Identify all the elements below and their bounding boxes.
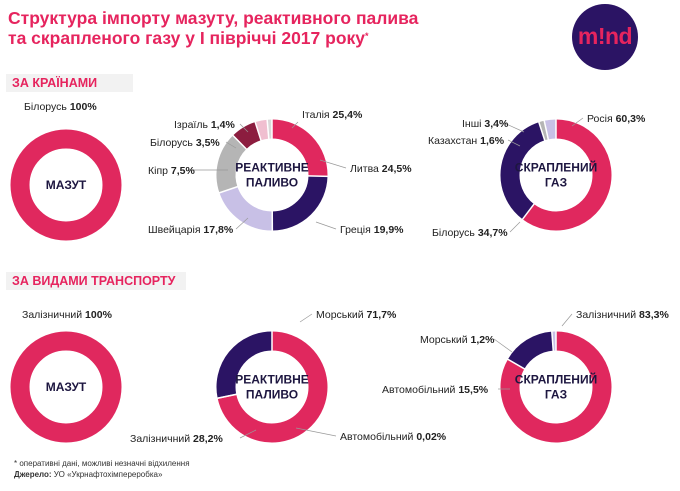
slice-label-греція: Греція 19,9% [340, 224, 404, 236]
source-line: Джерело: УО «Укрнафтохімпереробка» [14, 469, 190, 480]
donut-chart-3: МАЗУТ Залізничний 100% [10, 309, 122, 443]
leader-line [509, 221, 521, 233]
leader-line [571, 117, 584, 127]
slice-separator [543, 119, 550, 141]
mind-logo: m!nd [572, 4, 638, 70]
slice-label-литва: Литва 24,5% [350, 163, 412, 175]
slice-label-білорусь: Білорусь 3,5% [150, 137, 220, 149]
slice-label-автомобільний: Автомобільний 15,5% [382, 384, 489, 396]
donut-center-label: ПАЛИВО [246, 176, 298, 190]
donut-slice-кіпр [233, 122, 262, 150]
slice-separator [266, 118, 270, 140]
donut-slice-греція [219, 186, 273, 231]
slice-separator [307, 175, 329, 178]
slice-label-росія: Росія 60,3% [587, 113, 646, 125]
slice-label-італія: Італія 25,4% [302, 109, 363, 121]
leader-line [319, 159, 347, 169]
footnote: * оперативні дані, можливі незначні відх… [14, 459, 190, 468]
donut-slice-росія [522, 119, 612, 231]
donut-center-label: ГАЗ [545, 388, 567, 402]
slice-separator [537, 121, 546, 142]
page-title: Структура імпорту мазуту, реактивного па… [8, 8, 528, 48]
footer: * оперативні дані, можливі незначні відх… [14, 458, 190, 480]
slice-separator [216, 393, 238, 400]
donut-slice-литва [271, 175, 328, 231]
leader-line [225, 141, 237, 149]
leader-line [561, 313, 573, 327]
leader-line [503, 122, 525, 133]
slice-separator [254, 120, 262, 142]
leader-line [239, 123, 249, 133]
section-header-by-country: ЗА КРАЇНАМИ [6, 74, 133, 92]
donut-center-label: СКРАПЛЕНИЙ [515, 160, 597, 175]
slice-label-морський: Морський 71,7% [316, 309, 397, 321]
slice-label-казахстан: Казахстан 1,6% [428, 135, 505, 147]
donut-slice-залізничний [216, 331, 273, 399]
slice-label-залізничний: Залізничний 100% [22, 309, 113, 321]
donut-center-label: РЕАКТИВНЕ [235, 161, 309, 175]
leader-line [299, 313, 313, 323]
title-footnote-mark: * [365, 31, 369, 41]
donut-slice-залізничний [500, 331, 612, 443]
donut-slice-залізничний [10, 331, 122, 443]
slice-label-автомобільний: Автомобільний 0,02% [340, 431, 447, 443]
slice-label-кіпр: Кіпр 7,5% [148, 165, 196, 177]
slice-label-інші: Інші 3,4% [462, 118, 509, 130]
source-label: Джерело: [14, 470, 52, 479]
leader-line [315, 221, 337, 230]
leader-line [235, 217, 249, 230]
donut-center-label: ПАЛИВО [246, 388, 298, 402]
source-text: УО «Укрнафтохімпереробка» [51, 470, 163, 479]
donut-slice-морський [217, 331, 328, 443]
slice-label-залізничний: Залізничний 28,2% [130, 433, 223, 445]
slice-label-залізничний: Залізничний 83,3% [576, 309, 669, 321]
donut-slice-білорусь [10, 129, 122, 241]
leader-line [295, 427, 337, 437]
slice-separator [550, 330, 555, 352]
leader-line [493, 338, 513, 353]
donut-chart-0: МАЗУТ Білорусь 100% [10, 101, 122, 241]
leader-line [507, 139, 521, 147]
slice-label-морський: Морський 1,2% [420, 334, 495, 346]
donut-slice-білорусь [500, 122, 546, 220]
donut-slice-швейцарія [216, 135, 247, 193]
leader-line [291, 121, 299, 129]
donut-slice-італія [271, 119, 328, 177]
slice-separator [231, 134, 248, 151]
donut-center-label: МАЗУТ [46, 380, 87, 394]
title-line-1: Структура імпорту мазуту, реактивного па… [8, 8, 419, 28]
title-line-2: та скрапленого газу у І півріччі 2017 ро… [8, 28, 365, 48]
donut-center-label: МАЗУТ [46, 178, 87, 192]
section-header-by-transport: ЗА ВИДАМИ ТРАНСПОРТУ [6, 272, 186, 290]
slice-label-ізраїль: Ізраїль 1,4% [174, 119, 235, 131]
slice-separator [521, 202, 536, 221]
leader-line [239, 429, 257, 439]
donut-center-label: СКРАПЛЕНИЙ [515, 372, 597, 387]
slice-label-білорусь: Білорусь 100% [24, 101, 97, 113]
slice-separator [506, 358, 526, 370]
donut-slice-білорусь [255, 119, 270, 141]
donut-center-label: РЕАКТИВНЕ [235, 373, 309, 387]
slice-label-швейцарія: Швейцарія 17,8% [148, 224, 234, 236]
donut-center-label: ГАЗ [545, 176, 567, 190]
slice-label-білорусь: Білорусь 34,7% [432, 227, 508, 239]
slice-separator [218, 185, 239, 194]
donut-slice-автомобільний [507, 331, 554, 370]
donut-slice-інші [544, 119, 557, 140]
